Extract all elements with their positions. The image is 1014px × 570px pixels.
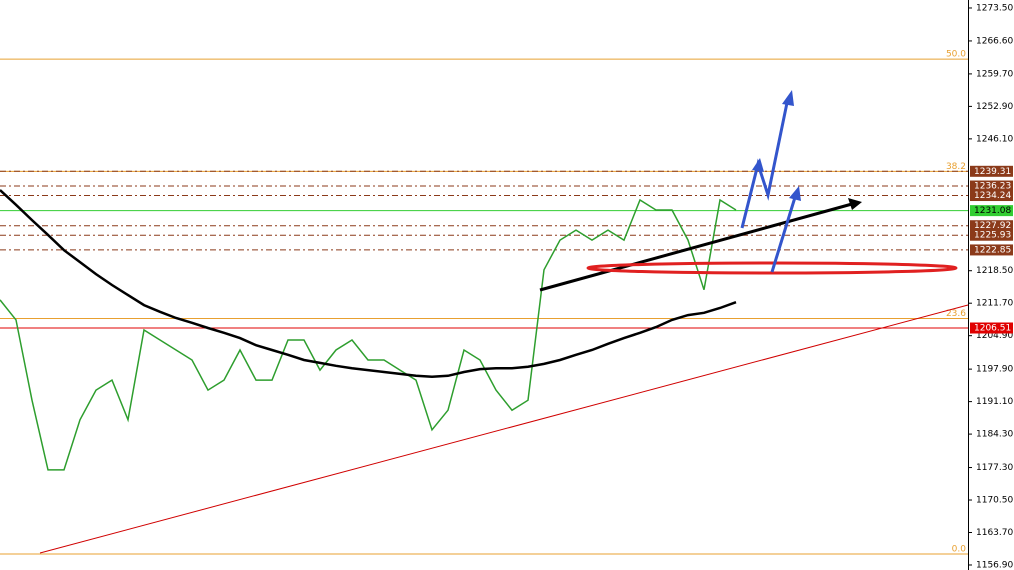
level-box [970,205,1013,217]
arrow-head [782,90,794,106]
level-box [970,190,1013,202]
y-tick-label: 1204.90 [976,331,1013,341]
fib-label: 50.0 [946,50,966,60]
level-label: 1236.23 [974,182,1011,192]
y-tick-label: 1266.60 [976,36,1013,46]
price-line [0,198,737,471]
arrow-head [848,198,862,210]
y-tick-label: 1163.70 [976,528,1013,538]
arrow-head [789,186,801,201]
y-tick-label: 1156.90 [976,560,1013,570]
fib-label: 23.6 [946,309,966,319]
y-tick-label: 1177.30 [976,463,1013,473]
level-label: 1222.85 [974,245,1011,255]
level-box [970,180,1013,192]
highlight-ellipse [586,261,958,275]
y-tick-label: 1184.30 [976,430,1013,440]
level-label: 1206.51 [974,323,1011,333]
trend-line [39,304,969,554]
fib-label: 0.0 [952,544,967,554]
level-label: 1225.93 [974,231,1011,241]
plot-area [0,0,968,570]
level-box [970,322,1013,334]
level-box [970,244,1013,256]
level-label: 1234.24 [974,191,1011,201]
y-tick-label: 1211.70 [976,299,1013,309]
level-label: 1227.92 [974,221,1011,231]
y-tick-label: 1197.90 [976,365,1013,375]
fib-label: 38.2 [946,162,966,172]
arrow [539,202,853,292]
y-tick-label: 1259.70 [976,69,1013,79]
y-tick-label: 1191.10 [976,397,1013,407]
y-tick-label: 1246.10 [976,134,1013,144]
level-label: 1239.31 [974,167,1011,177]
arrow [740,97,790,229]
level-box [970,220,1013,232]
price-line [0,189,737,379]
arrow [770,193,798,273]
y-tick-label: 1273.50 [976,3,1013,13]
level-label: 1231.08 [974,206,1011,216]
y-tick-label: 1218.50 [976,266,1013,276]
level-box [970,229,1013,241]
y-tick-label: 1252.90 [976,102,1013,112]
level-box [970,165,1013,177]
y-tick-label: 1170.50 [976,496,1013,506]
arrow-head [752,158,764,172]
